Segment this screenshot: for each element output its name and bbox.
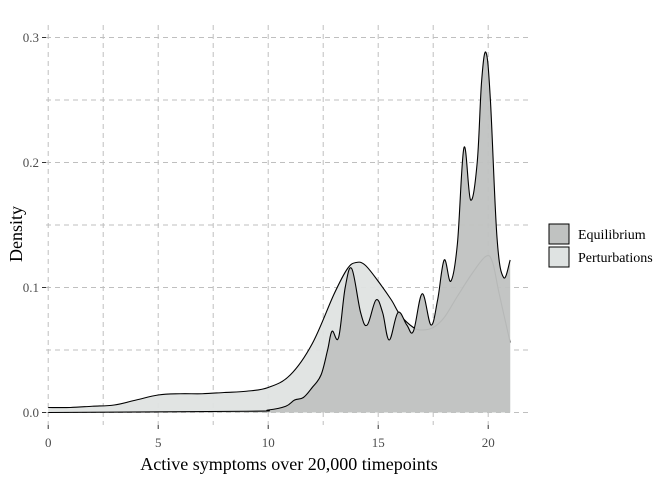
axis-ticks: 0 5 10 15 20 0.0 0.1 0.2 0.3 [23, 30, 495, 450]
x-tick-label: 5 [155, 435, 162, 450]
legend: Equilibrium Perturbations [548, 223, 653, 268]
x-tick-label: 0 [45, 435, 52, 450]
y-tick-label: 0.1 [23, 280, 39, 295]
equilibrium-density-line [48, 51, 511, 414]
x-tick-label: 20 [482, 435, 495, 450]
equilibrium-legend-label: Equilibrium [578, 228, 646, 243]
y-axis-title: Density [6, 206, 26, 262]
perturbations-legend-label: Perturbations [578, 251, 653, 266]
x-tick-label: 10 [262, 435, 275, 450]
y-tick-label: 0.3 [23, 30, 39, 45]
x-axis-title: Active symptoms over 20,000 timepoints [140, 454, 437, 474]
equilibrium-legend-swatch [548, 223, 570, 245]
x-tick-label: 15 [372, 435, 385, 450]
density-areas [48, 51, 511, 414]
equilibrium-area [48, 51, 511, 413]
y-tick-label: 0.2 [23, 155, 39, 170]
perturbations-legend-swatch [548, 246, 570, 268]
y-tick-label: 0.0 [23, 405, 39, 420]
